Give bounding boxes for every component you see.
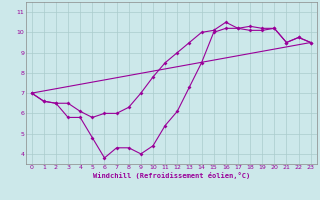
X-axis label: Windchill (Refroidissement éolien,°C): Windchill (Refroidissement éolien,°C) [92,172,250,179]
